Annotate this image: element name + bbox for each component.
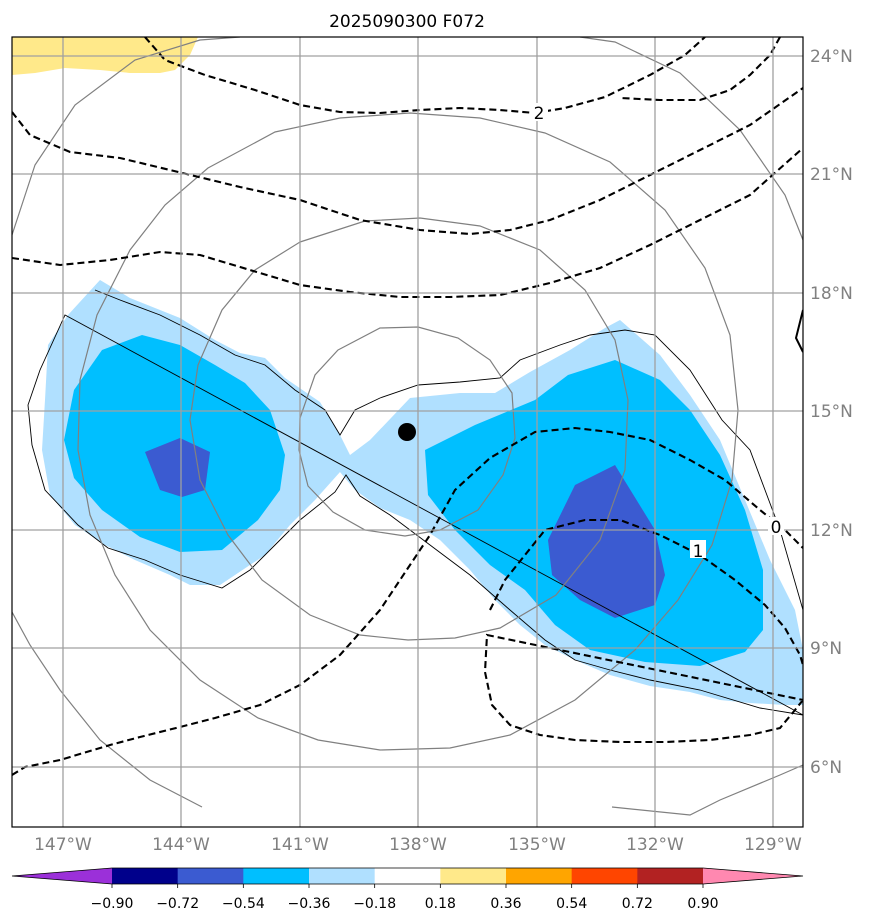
y-tick-label: 15°N (810, 402, 853, 422)
y-tick-labels: 24°N 21°N 18°N 15°N 12°N 9°N 6°N (810, 47, 853, 778)
y-tick-label: 12°N (810, 521, 853, 541)
contour-label-0: 0 (771, 518, 782, 538)
shade-region-left-deep (145, 438, 210, 497)
dashed-contours (12, 37, 803, 776)
storm-center-marker (398, 423, 416, 441)
colorbar: −0.90 −0.72 −0.54 −0.36 −0.18 0.18 0.36 0.54 0.7… (11, 867, 804, 912)
shade-outline (27, 289, 803, 716)
colorbar-extend-high (703, 868, 803, 884)
contour-label-1: 1 (693, 542, 704, 562)
x-tick-label: 135°W (508, 835, 566, 855)
coastline-right (794, 309, 803, 353)
colorbar-tick-label: −0.18 (353, 896, 396, 912)
colorbar-swatch (571, 868, 638, 884)
colorbar-swatch (112, 868, 179, 884)
colorbar-extend-low (12, 868, 112, 884)
axes-frame (11, 36, 804, 828)
colorbar-tick-label: −0.36 (288, 896, 331, 912)
x-tick-label: 132°W (626, 835, 684, 855)
colorbar-tick-label: −0.90 (91, 896, 134, 912)
y-tick-label: 6°N (810, 758, 842, 778)
colorbar-tick-label: −0.54 (222, 896, 265, 912)
colorbar-swatch (177, 868, 244, 884)
colorbar-tick-label: 0.72 (622, 896, 653, 912)
colorbar-tick-label: 0.36 (490, 896, 521, 912)
colorbar-tick-label: −0.72 (156, 896, 199, 912)
colorbar-swatch (309, 868, 376, 884)
colorbar-swatch (440, 868, 507, 884)
gridlines (12, 37, 803, 827)
y-tick-label: 9°N (810, 639, 842, 659)
colorbar-tick-label: 0.18 (425, 896, 456, 912)
map-area: 2 0 1 (12, 37, 803, 827)
colorbar-tick-label: 0.54 (556, 896, 587, 912)
x-tick-label: 141°W (271, 835, 329, 855)
colorbar-swatch (374, 868, 441, 884)
x-tick-label: 138°W (389, 835, 447, 855)
x-tick-labels: 147°W 144°W 141°W 138°W 135°W 132°W 129°… (34, 835, 802, 855)
chart-title: 2025090300 F072 (329, 12, 485, 32)
colorbar-swatch (243, 868, 310, 884)
y-tick-label: 24°N (810, 47, 853, 67)
colorbar-swatch (637, 868, 704, 884)
colorbar-tick-label: 0.90 (687, 896, 718, 912)
shade-region-right-deep (548, 465, 665, 618)
x-tick-label: 129°W (744, 835, 802, 855)
x-tick-label: 144°W (152, 835, 210, 855)
colorbar-swatch (506, 868, 573, 884)
y-tick-label: 21°N (810, 165, 853, 185)
contour-label-2: 2 (534, 104, 545, 124)
x-tick-label: 147°W (34, 835, 92, 855)
y-tick-label: 18°N (810, 284, 853, 304)
